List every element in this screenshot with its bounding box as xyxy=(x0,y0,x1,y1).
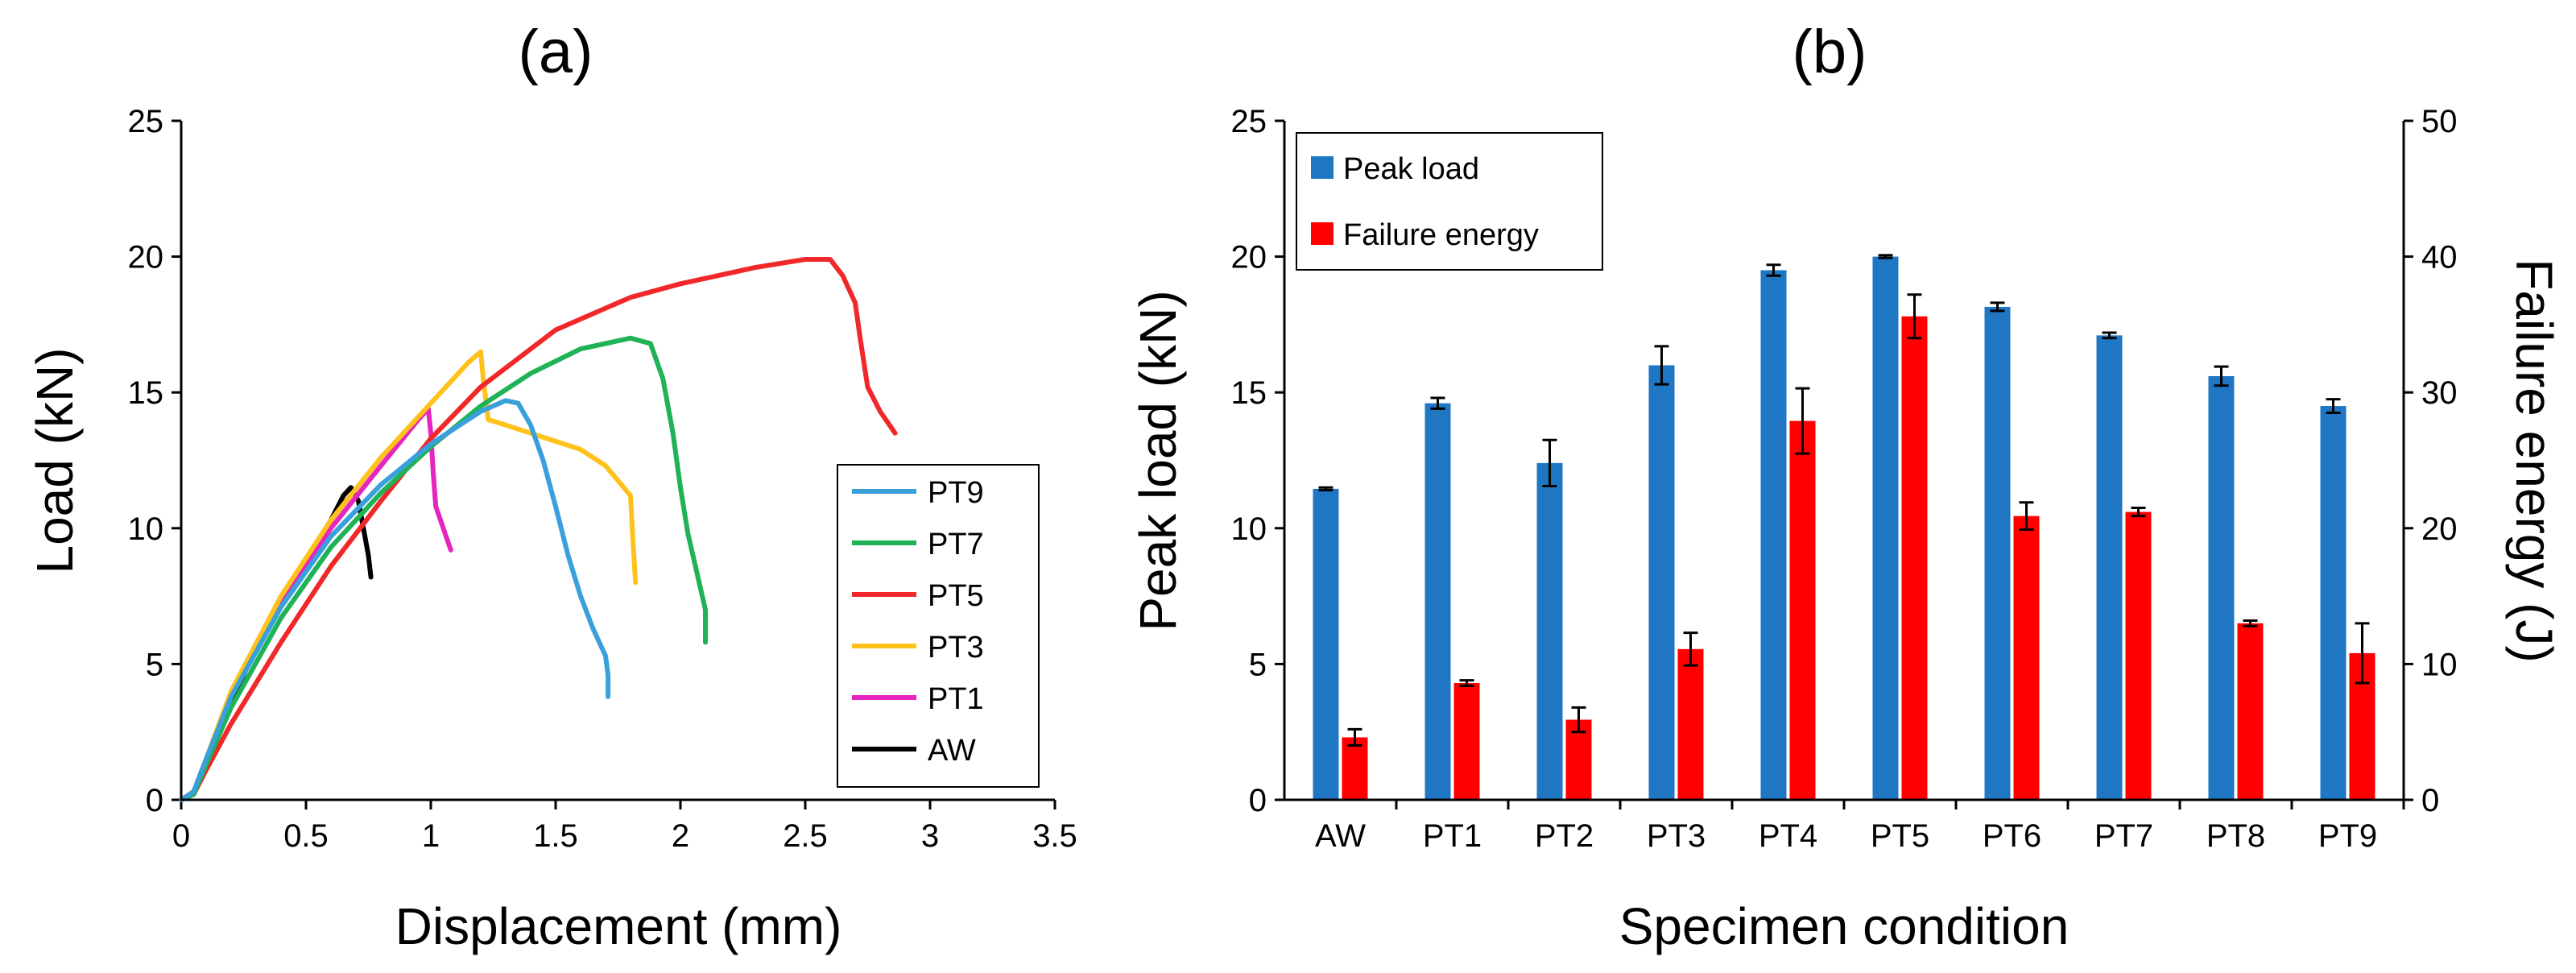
bar-failure-energy-aw xyxy=(1342,737,1368,800)
bar-failure-energy-pt7 xyxy=(2125,511,2152,800)
legend-label-peak-load: Peak load xyxy=(1343,152,1479,186)
legend-label-pt7: PT7 xyxy=(928,528,984,561)
legend-label-pt5: PT5 xyxy=(928,579,984,613)
panel-a-line-chart: (a) 0 0.5 1 1.5 2 2.5 3 3.5 0 5 10 15 20 25 Displacem… xyxy=(26,18,1077,955)
panel-a-y-tick-label: 20 xyxy=(128,240,164,275)
panel-b-right-tick-label: 40 xyxy=(2421,240,2458,275)
panel-b-left-tick-label: 10 xyxy=(1231,511,1267,547)
legend-label-failure-energy: Failure energy xyxy=(1343,218,1539,252)
legend-label-pt1: PT1 xyxy=(928,682,984,716)
bar-peak-load-aw xyxy=(1313,488,1339,800)
panel-a-legend: PT9 PT7 PT5 PT3 PT1 AW xyxy=(837,464,1040,788)
panel-b-bar-chart: (b) 0 5 10 15 20 25 0 10 20 30 40 50 AW PT1 PT2 PT3 PT4 P… xyxy=(1129,18,2563,955)
panel-b-right-axis-title: Failure energy (J) xyxy=(2505,259,2563,663)
panel-b-x-axis-title: Specimen condition xyxy=(1619,897,2069,955)
panel-a-y-tick-label: 0 xyxy=(146,783,163,818)
panel-b-right-tick-label: 0 xyxy=(2421,783,2439,818)
bar-peak-load-pt4 xyxy=(1760,270,1787,801)
panel-b-category-label: PT7 xyxy=(2094,818,2153,854)
bar-peak-load-pt6 xyxy=(1984,306,2011,800)
panel-a-y-tick-label: 10 xyxy=(128,511,164,547)
panel-b-legend: Peak load Failure energy xyxy=(1296,132,1603,271)
panel-a-y-tick-label: 25 xyxy=(128,104,164,139)
bar-peak-load-pt1 xyxy=(1424,403,1451,800)
panel-b-legend-box xyxy=(1296,132,1603,271)
panel-b-left-tick-label: 25 xyxy=(1231,104,1267,139)
panel-a-x-tick-label: 1.5 xyxy=(533,818,578,854)
bar-peak-load-pt9 xyxy=(2320,406,2347,800)
series-line-pt3 xyxy=(179,349,639,802)
panel-b-left-tick-label: 15 xyxy=(1231,375,1267,411)
panel-b-category-label: PT3 xyxy=(1647,818,1706,854)
panel-a-y-tick-label: 15 xyxy=(128,375,164,411)
legend-label-pt9: PT9 xyxy=(928,476,984,510)
panel-b-left-tick-label: 5 xyxy=(1249,647,1267,682)
bar-failure-energy-pt6 xyxy=(2013,515,2040,800)
bar-failure-energy-pt8 xyxy=(2237,623,2264,800)
panel-b-axes xyxy=(1283,121,2405,801)
panel-b-left-tick-label: 0 xyxy=(1249,783,1267,818)
panel-a-y-axis-title: Load (kN) xyxy=(26,348,84,574)
bar-peak-load-pt2 xyxy=(1536,462,1563,800)
panel-b-left-axis-title: Peak load (kN) xyxy=(1129,290,1187,631)
series-line-pt9 xyxy=(179,398,611,802)
panel-b-category-label: PT4 xyxy=(1759,818,1817,854)
panel-b-category-label: PT5 xyxy=(1871,818,1929,854)
panel-a-x-tick-label: 3.5 xyxy=(1032,818,1077,854)
panel-b-right-tick-label: 10 xyxy=(2421,647,2458,682)
panel-b-category-label: PT6 xyxy=(1983,818,2041,854)
bar-peak-load-pt5 xyxy=(1872,256,1899,801)
bar-peak-load-pt8 xyxy=(2208,375,2235,800)
panel-a-x-tick-label: 2.5 xyxy=(783,818,828,854)
panel-b-category-label: PT2 xyxy=(1535,818,1594,854)
panel-a-x-tick-label: 2 xyxy=(672,818,689,854)
legend-label-pt3: PT3 xyxy=(928,631,984,665)
panel-a-x-tick-label: 3 xyxy=(921,818,939,854)
legend-swatch-peak-load xyxy=(1311,156,1333,179)
panel-a-x-axis-title: Displacement (mm) xyxy=(395,897,842,955)
panel-b-title: (b) xyxy=(1792,18,1867,86)
panel-a-y-tick-label: 5 xyxy=(146,647,163,682)
bar-failure-energy-pt5 xyxy=(1901,316,1928,800)
series-line-pt5 xyxy=(179,257,898,802)
bar-peak-load-pt3 xyxy=(1648,365,1675,801)
panel-a-x-tick-label: 0 xyxy=(172,818,190,854)
legend-swatch-failure-energy xyxy=(1311,222,1333,245)
panel-a-legend-box xyxy=(837,464,1040,788)
bar-failure-energy-pt1 xyxy=(1453,683,1480,800)
panel-b-category-label: AW xyxy=(1315,818,1366,854)
bar-failure-energy-pt4 xyxy=(1789,420,1816,800)
panel-b-category-label: PT9 xyxy=(2318,818,2377,854)
series-line-pt7 xyxy=(179,335,708,802)
panel-a-x-tick-label: 1 xyxy=(422,818,440,854)
panel-a-axes xyxy=(180,121,1055,801)
panel-b-category-label: PT1 xyxy=(1423,818,1482,854)
panel-b-right-tick-label: 50 xyxy=(2421,104,2458,139)
legend-label-aw: AW xyxy=(928,734,976,768)
panel-b-right-tick-label: 20 xyxy=(2421,511,2458,547)
panel-b-category-label: PT8 xyxy=(2206,818,2265,854)
panel-a-title: (a) xyxy=(519,18,593,86)
bar-peak-load-pt7 xyxy=(2096,335,2123,800)
panel-b-right-tick-label: 30 xyxy=(2421,375,2458,411)
bar-failure-energy-pt3 xyxy=(1677,648,1704,800)
panel-b-left-tick-label: 20 xyxy=(1231,240,1267,275)
panel-a-x-tick-label: 0.5 xyxy=(283,818,329,854)
